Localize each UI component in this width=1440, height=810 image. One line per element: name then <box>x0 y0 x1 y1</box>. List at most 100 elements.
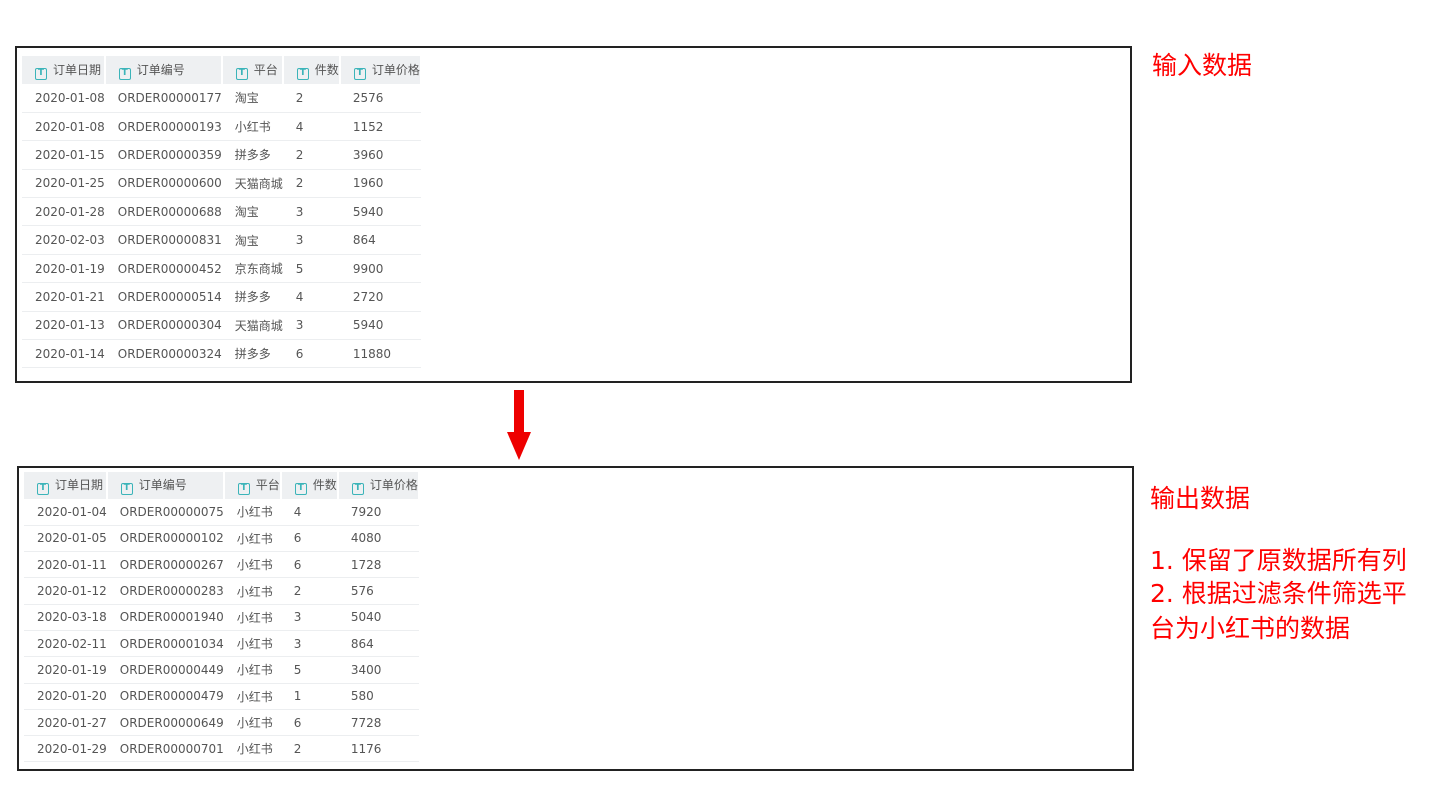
table-cell: ORDER00000267 <box>106 551 224 579</box>
table-cell: ORDER00000600 <box>104 169 222 199</box>
text-type-icon: T <box>294 483 307 495</box>
column-header[interactable]: T 订单日期 <box>24 472 108 499</box>
table-cell: 淘宝 <box>221 225 283 255</box>
column-header[interactable]: T 件数 <box>280 472 339 499</box>
table-cell: 2020-01-27 <box>24 709 107 737</box>
table-cell: 2020-01-19 <box>24 656 107 684</box>
column-header[interactable]: T 订单价格 <box>339 56 422 84</box>
table-cell: 2020-02-03 <box>22 225 105 255</box>
note-line-2: 2. 根据过滤条件筛选平 <box>1150 579 1407 608</box>
column-header[interactable]: T 订单编号 <box>106 472 225 499</box>
table-cell: 拼多多 <box>221 282 283 312</box>
table-row: 2020-01-04 ORDER00000075 小红书 4 7920 <box>24 499 419 526</box>
column-header[interactable]: T 订单价格 <box>337 472 420 499</box>
table-cell: 2020-01-08 <box>22 112 105 142</box>
table-cell: ORDER00000102 <box>106 525 224 553</box>
table-cell: 1960 <box>339 169 421 199</box>
table-cell: 2020-01-14 <box>22 339 105 369</box>
table-cell: 小红书 <box>223 551 281 579</box>
input-data-label: 输入数据 <box>1152 51 1253 80</box>
table-row: 2020-03-18 ORDER00001940 小红书 3 5040 <box>24 604 419 631</box>
table-cell: ORDER00000688 <box>104 197 222 227</box>
column-header-label: 件数 <box>312 478 337 492</box>
table-cell: 5940 <box>339 311 421 341</box>
table-cell: ORDER00000283 <box>106 577 224 605</box>
table-cell: ORDER00000359 <box>104 140 222 170</box>
table-cell: 京东商城 <box>221 254 283 284</box>
table-row: 2020-01-20 ORDER00000479 小红书 1 580 <box>24 683 419 710</box>
table-cell: 小红书 <box>223 525 281 553</box>
table-row: 2020-01-12 ORDER00000283 小红书 2 576 <box>24 577 419 605</box>
table-cell: 小红书 <box>223 630 281 658</box>
table-row: 2020-01-14 ORDER00000324 拼多多 6 11880 <box>22 339 421 369</box>
table-row: 2020-01-11 ORDER00000267 小红书 6 1728 <box>24 551 419 579</box>
note-line-3: 台为小红书的数据 <box>1150 614 1351 643</box>
table-cell: 拼多多 <box>221 140 283 170</box>
column-header-label: 平台 <box>255 478 280 492</box>
table-cell: 1152 <box>339 112 421 142</box>
column-header-label: 平台 <box>253 62 278 77</box>
table-cell: 6 <box>280 525 338 553</box>
table-cell: 1176 <box>337 735 419 763</box>
down-arrow-icon <box>507 390 531 460</box>
table-cell: 2020-01-08 <box>22 84 105 113</box>
text-type-icon: T <box>296 67 309 80</box>
table-cell: 2 <box>282 84 340 113</box>
table-row: 2020-01-19 ORDER00000449 小红书 5 3400 <box>24 656 419 684</box>
table-cell: ORDER00000514 <box>104 282 222 312</box>
table-cell: 小红书 <box>223 604 281 631</box>
table-cell: 2720 <box>339 282 421 312</box>
table-cell: 小红书 <box>223 656 281 684</box>
table-cell: 3960 <box>339 140 421 170</box>
column-header[interactable]: T 平台 <box>223 472 282 499</box>
text-type-icon: T <box>353 67 366 80</box>
table-cell: 3 <box>282 225 340 255</box>
table-cell: 3400 <box>337 656 419 684</box>
column-header[interactable]: T 平台 <box>221 56 284 84</box>
table-cell: 2020-01-19 <box>22 254 105 284</box>
column-header[interactable]: T 订单编号 <box>104 56 223 84</box>
table-cell: 2020-01-05 <box>24 525 107 553</box>
table-cell: 拼多多 <box>221 339 283 369</box>
table-cell: 2020-02-11 <box>24 630 107 658</box>
table-cell: ORDER00001034 <box>106 630 224 658</box>
table-cell: 2020-01-12 <box>24 577 107 605</box>
table-cell: 天猫商城 <box>221 311 283 341</box>
text-type-icon: T <box>37 483 49 495</box>
table-cell: 4 <box>280 499 338 526</box>
table-cell: 2020-01-11 <box>24 551 107 579</box>
table-cell: ORDER00000649 <box>106 709 224 737</box>
table-row: 2020-01-05 ORDER00000102 小红书 6 4080 <box>24 525 419 553</box>
input-table: T 订单日期 T 订单编号 T 平台 T 件数 T 订单价格 2020-01-08 ORDER0000… <box>22 56 422 369</box>
table-cell: 4 <box>282 112 340 142</box>
output-data-label: 输出数据 <box>1150 484 1251 513</box>
table-row: 2020-01-08 ORDER00000177 淘宝 2 2576 <box>22 84 421 113</box>
table-cell: ORDER00000177 <box>104 84 222 113</box>
table-cell: 2020-01-15 <box>22 140 105 170</box>
table-row: 2020-02-11 ORDER00001034 小红书 3 864 <box>24 630 419 658</box>
table-row: 2020-01-13 ORDER00000304 天猫商城 3 5940 <box>22 311 421 341</box>
table-row: 2020-01-28 ORDER00000688 淘宝 3 5940 <box>22 197 421 227</box>
table-cell: ORDER00000452 <box>104 254 222 284</box>
table-cell: 864 <box>339 225 421 255</box>
table-cell: 2020-03-18 <box>24 604 107 631</box>
table-row: 2020-01-08 ORDER00000193 小红书 4 1152 <box>22 112 421 142</box>
table-cell: 3 <box>282 311 340 341</box>
table-cell: ORDER00000831 <box>104 225 222 255</box>
input-table-panel: T 订单日期 T 订单编号 T 平台 T 件数 T 订单价格 2020-01-08 ORDER0000… <box>15 46 1132 383</box>
table-cell: 6 <box>280 709 338 737</box>
column-header[interactable]: T 件数 <box>282 56 341 84</box>
table-row: 2020-01-29 ORDER00000701 小红书 2 1176 <box>24 735 419 763</box>
table-cell: ORDER00000075 <box>106 499 224 526</box>
table-cell: 2020-01-20 <box>24 683 107 710</box>
table-cell: ORDER00000324 <box>104 339 222 369</box>
table-cell: 2020-01-28 <box>22 197 105 227</box>
table-cell: 5040 <box>337 604 419 631</box>
table-cell: 2020-01-25 <box>22 169 105 199</box>
output-table-panel: T 订单日期 T 订单编号 T 平台 T 件数 T 订单价格 2020-01-04 ORDER0000… <box>17 466 1134 771</box>
table-cell: 6 <box>282 339 340 369</box>
table-cell: 864 <box>337 630 419 658</box>
column-header[interactable]: T 订单日期 <box>22 56 106 84</box>
table-cell: 2020-01-29 <box>24 735 107 763</box>
table-row: 2020-01-21 ORDER00000514 拼多多 4 2720 <box>22 282 421 312</box>
